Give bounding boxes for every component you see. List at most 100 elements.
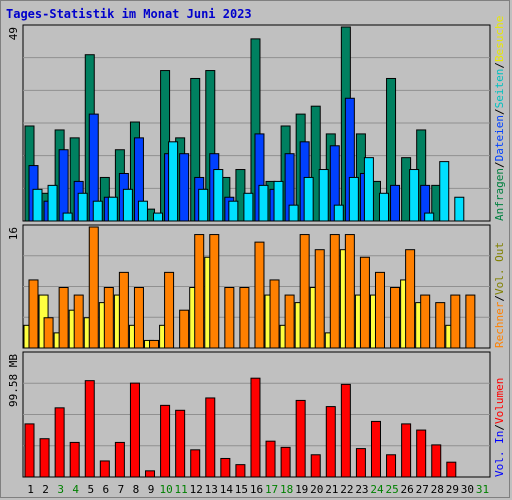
bar-dateien-day-11 (179, 153, 190, 222)
bar-volumen-day-13 (205, 397, 216, 478)
bar-seiten-day-9 (153, 212, 164, 222)
bar-volumen-day-28 (431, 444, 442, 478)
bar-volumen-day-14 (220, 457, 231, 478)
x-tick-label: 4 (72, 483, 79, 496)
x-tick-label: 30 (461, 483, 474, 496)
x-tick-label: 2 (42, 483, 49, 496)
bar-rechner-day-8 (133, 287, 144, 349)
legend-entry: Rechner (493, 301, 506, 348)
bar-seiten-day-27 (424, 212, 435, 222)
bar-rechner-day-26 (405, 249, 416, 349)
x-tick-label: 5 (87, 483, 94, 496)
bar-seiten-day-13 (213, 169, 224, 222)
bar-seiten-day-6 (107, 196, 118, 222)
legend-entry: Dateien (493, 115, 506, 161)
bar-seiten-day-23 (363, 157, 374, 222)
legend-entry: / (493, 295, 506, 302)
x-tick-label: 24 (370, 483, 384, 496)
y-max-label-bottom: 99.58 MB (7, 354, 20, 407)
x-tick-label: 23 (355, 483, 368, 496)
x-tick-label: 18 (280, 483, 293, 496)
bar-seiten-day-15 (243, 192, 254, 222)
x-tick-label: 22 (340, 483, 353, 496)
bar-seiten-day-14 (228, 200, 239, 222)
x-tick-label: 10 (159, 483, 172, 496)
bar-seiten-day-2 (47, 184, 58, 222)
bar-volumen-day-20 (310, 454, 321, 478)
bar-seiten-day-22 (348, 176, 359, 222)
x-tick-label: 31 (476, 483, 489, 496)
bar-volumen-day-25 (386, 454, 397, 478)
legend-entry: Vol. In (493, 431, 506, 477)
bar-rechner-day-20 (314, 249, 325, 349)
bar-volumen-day-19 (295, 399, 306, 478)
bar-rechner-day-2 (43, 317, 54, 349)
bar-rechner-day-14 (224, 287, 235, 349)
bar-rechner-day-6 (103, 287, 114, 349)
y-max-label-middle: 16 (7, 227, 20, 240)
legend-bottom: Vol. In/Volumen (493, 378, 506, 477)
bar-seiten-day-19 (303, 176, 314, 222)
x-tick-label: 21 (325, 483, 338, 496)
x-tick-label: 1 (27, 483, 34, 496)
bar-volumen-day-15 (235, 464, 246, 478)
x-tick-label: 26 (401, 483, 414, 496)
bar-rechner-day-30 (465, 294, 476, 349)
x-tick-label: 28 (431, 483, 444, 496)
bar-rechner-day-28 (435, 302, 446, 349)
bar-rechner-day-12 (194, 234, 205, 349)
legend-entry: Vol. Out (493, 242, 506, 295)
bar-rechner-day-5 (88, 226, 99, 349)
bar-anfragen-day-20 (310, 105, 321, 222)
legend-entry: Besuche (493, 16, 506, 62)
x-tick-label: 19 (295, 483, 308, 496)
bar-seiten-day-16 (258, 184, 269, 222)
legend-middle: Rechner/Vol. Out (493, 242, 506, 348)
bar-seiten-day-5 (92, 200, 103, 222)
bar-volumen-day-5 (84, 380, 95, 478)
x-tick-label: 11 (175, 483, 188, 496)
bar-rechner-day-3 (58, 287, 69, 349)
x-tick-label: 8 (133, 483, 140, 496)
x-tick-label: 3 (57, 483, 64, 496)
bar-volumen-day-2 (39, 438, 50, 478)
bar-rechner-day-19 (299, 234, 310, 349)
bar-volumen-day-27 (416, 429, 427, 478)
bar-volumen-day-26 (401, 423, 412, 478)
bar-volumen-day-24 (370, 420, 381, 478)
x-tick-label: 7 (118, 483, 125, 496)
x-tick-label: 17 (265, 483, 278, 496)
legend-entry: / (493, 108, 506, 115)
bar-seiten-day-7 (122, 188, 133, 222)
x-tick-label: 12 (190, 483, 203, 496)
bar-volumen-day-7 (114, 441, 125, 478)
bar-rechner-day-7 (118, 271, 129, 349)
y-max-label-top: 49 (7, 27, 20, 40)
legend-entry: / (493, 424, 506, 431)
bar-seiten-day-26 (409, 169, 420, 222)
bar-volumen-day-29 (446, 461, 457, 478)
bar-rechner-day-1 (28, 279, 39, 349)
bar-rechner-day-10 (164, 271, 175, 349)
x-tick-label: 16 (250, 483, 263, 496)
bar-rechner-day-15 (239, 287, 250, 349)
x-tick-label: 14 (220, 483, 234, 496)
x-tick-label: 29 (446, 483, 459, 496)
bar-volumen-day-9 (145, 470, 156, 478)
bar-volumen-day-18 (280, 446, 291, 478)
bar-seiten-day-29 (454, 196, 465, 222)
chart-title: Tages-Statistik im Monat Juni 2023 (6, 7, 252, 21)
bar-volumen-day-16 (250, 377, 261, 478)
x-tick-label: 27 (416, 483, 429, 496)
bar-seiten-day-4 (77, 192, 88, 222)
bar-rechner-day-13 (209, 234, 220, 349)
bar-seiten-day-24 (378, 192, 389, 222)
x-tick-label: 9 (148, 483, 155, 496)
bar-seiten-day-12 (198, 188, 209, 222)
bar-volumen-day-21 (325, 406, 336, 478)
x-tick-label: 20 (310, 483, 323, 496)
legend-entry: Anfragen (493, 168, 506, 221)
legend-entry: Volumen (493, 378, 506, 424)
